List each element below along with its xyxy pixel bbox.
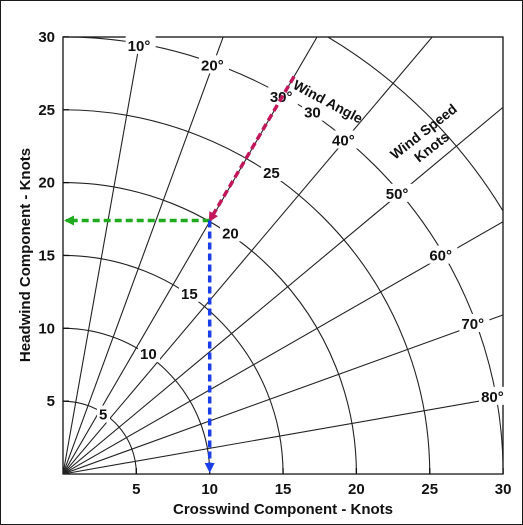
angle-label-bg xyxy=(199,55,230,74)
speed-ring-5 xyxy=(63,400,137,474)
speed-label-30: 30 xyxy=(304,105,321,122)
angle-label-bg xyxy=(125,35,156,54)
speed-label-5: 5 xyxy=(99,407,107,424)
angle-label-40: 40° xyxy=(332,133,355,150)
x-tick-label: 25 xyxy=(421,481,438,498)
speed-label-20: 20 xyxy=(222,225,239,242)
y-tick-label: 25 xyxy=(38,102,55,119)
speed-label-25: 25 xyxy=(263,165,280,182)
speed-label-bg xyxy=(220,224,243,242)
y-tick-label: 5 xyxy=(47,393,55,410)
y-tick-label: 30 xyxy=(38,29,55,46)
x-tick-label: 20 xyxy=(348,481,365,498)
speed-label-bg xyxy=(261,164,284,182)
wind-angle-annotation: Wind Angle xyxy=(291,77,366,127)
angle-ray-30 xyxy=(63,37,318,474)
speed-label-bg xyxy=(138,345,161,363)
angle-label-bg xyxy=(459,313,490,332)
y-tick-label: 10 xyxy=(38,320,55,337)
speed-ring-35 xyxy=(326,37,503,213)
y-axis-title: Headwind Component - Knots xyxy=(17,148,34,362)
speed-label-bg xyxy=(97,405,111,423)
speed-ring-15 xyxy=(63,254,284,474)
speed-label-bg xyxy=(179,284,202,302)
x-tick-label: 5 xyxy=(132,481,140,498)
speed-ring-25 xyxy=(63,109,431,474)
x-tick-label: 30 xyxy=(495,481,512,498)
speed-label-bg xyxy=(302,103,325,121)
x-axis-title: Crosswind Component - Knots xyxy=(173,501,393,518)
x-tick-label: 15 xyxy=(275,481,292,498)
angle-ray-10 xyxy=(63,37,142,474)
x-tick-label: 10 xyxy=(201,481,218,498)
angle-label-bg xyxy=(330,130,361,149)
angle-label-20: 20° xyxy=(201,57,224,74)
angle-ray-40 xyxy=(63,37,433,474)
angle-label-10: 10° xyxy=(128,38,151,55)
angle-ray-50 xyxy=(63,106,503,474)
angle-label-60: 60° xyxy=(429,248,452,265)
speed-label-10: 10 xyxy=(140,346,157,363)
angle-label-50: 50° xyxy=(386,186,409,203)
speed-ring-20 xyxy=(63,182,357,474)
angle-label-bg xyxy=(427,245,458,264)
speed-ring-10 xyxy=(63,327,211,474)
wind-vector-arrow xyxy=(208,75,296,223)
speed-label-15: 15 xyxy=(181,286,198,303)
angle-label-70: 70° xyxy=(461,316,484,333)
speed-ring-30 xyxy=(63,37,503,474)
y-tick-label: 20 xyxy=(38,175,55,192)
angle-label-bg xyxy=(479,386,510,405)
angle-label-80: 80° xyxy=(481,389,504,406)
y-tick-label: 15 xyxy=(38,247,55,264)
angle-label-bg xyxy=(383,183,414,202)
